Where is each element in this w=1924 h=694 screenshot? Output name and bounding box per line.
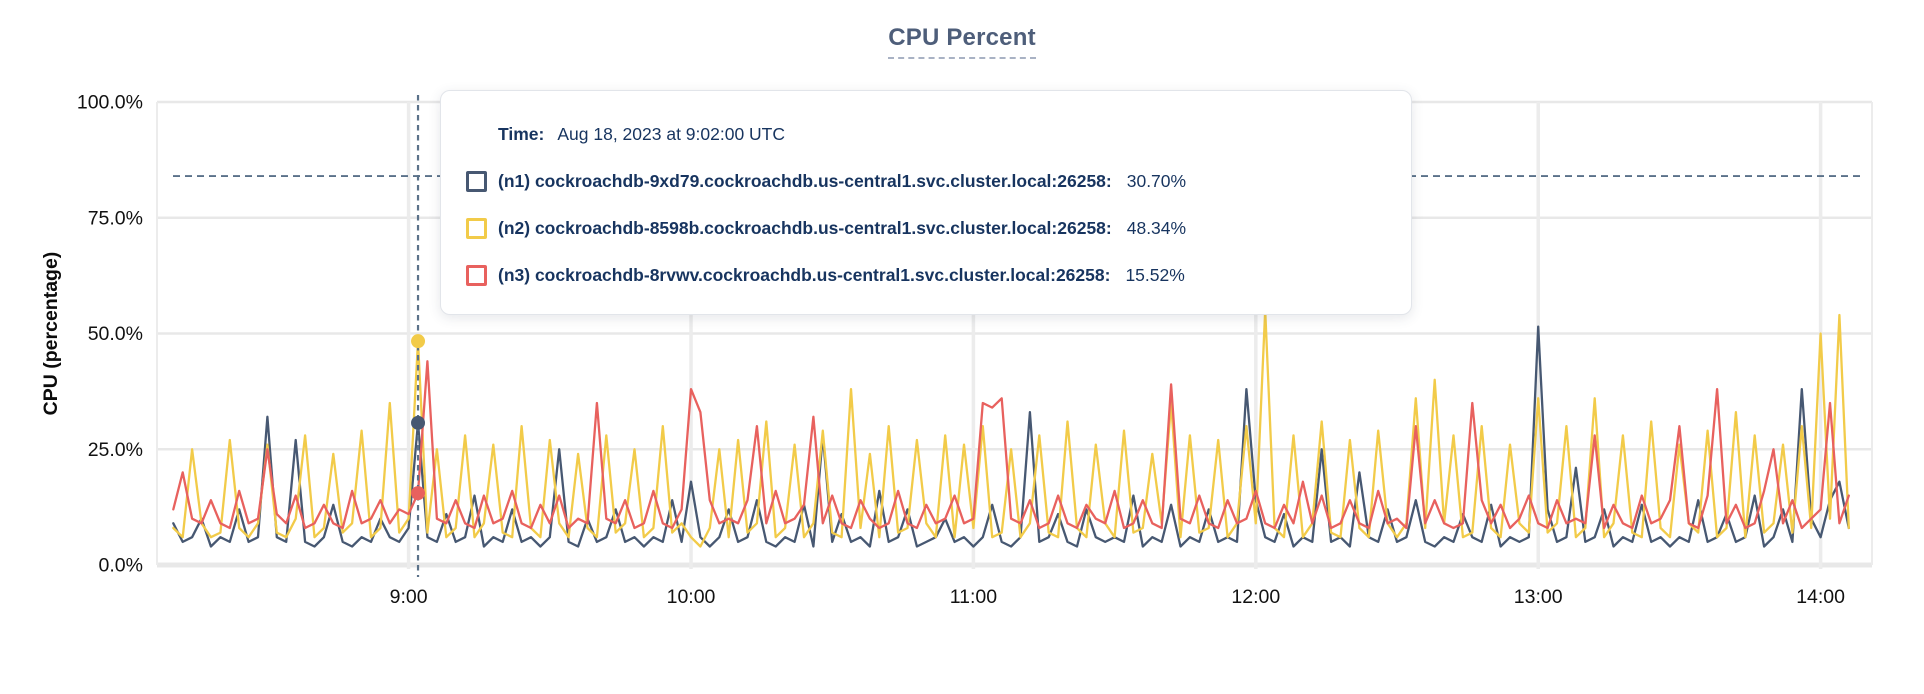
x-tick-label-14:00: 14:00 [1796, 586, 1845, 608]
y-tick-label-0: 0.0% [99, 555, 143, 577]
series-n3-name: (n3) cockroachdb-8rvwv.cockroachdb.us-ce… [498, 264, 1111, 285]
chart-title-wrap: CPU Percent [0, 24, 1924, 59]
tooltip-time-row: Time: Aug 18, 2023 at 9:02:00 UTC [466, 122, 1381, 146]
y-tick-label-100: 100.0% [77, 92, 143, 114]
x-tick-label-10:00: 10:00 [667, 586, 716, 608]
series-n1-swatch-icon [466, 170, 487, 192]
hover-dot-n1 [411, 415, 426, 430]
tooltip-time-value: Aug 18, 2023 at 9:02:00 UTC [557, 123, 786, 144]
hover-dot-n3 [411, 486, 426, 501]
series-n3-value: 15.52% [1125, 264, 1185, 285]
x-tick-label-12:00: 12:00 [1231, 586, 1280, 608]
series-n3-swatch-icon [466, 264, 487, 286]
series-n2-name: (n2) cockroachdb-8598b.cockroachdb.us-ce… [498, 217, 1112, 238]
series-line-n3[interactable] [172, 360, 1850, 530]
chart-title: CPU Percent [888, 24, 1036, 59]
y-axis-title: CPU (percentage) [40, 252, 62, 416]
series-line-n2[interactable] [172, 309, 1850, 548]
y-tick-label-75: 75.0% [88, 207, 143, 229]
series-n2-swatch-icon [466, 217, 487, 239]
tooltip-series-row-n2: (n2) cockroachdb-8598b.cockroachdb.us-ce… [466, 216, 1381, 240]
tooltip-time-label: Time: [498, 123, 545, 144]
tooltip-series-row-n3: (n3) cockroachdb-8rvwv.cockroachdb.us-ce… [466, 263, 1381, 287]
x-tick-label-9:00: 9:00 [390, 586, 428, 608]
series-n1-name: (n1) cockroachdb-9xd79.cockroachdb.us-ce… [498, 170, 1112, 191]
tooltip-series-row-n1: (n1) cockroachdb-9xd79.cockroachdb.us-ce… [466, 169, 1381, 193]
y-tick-label-25: 25.0% [88, 439, 143, 461]
hover-tooltip: Time: Aug 18, 2023 at 9:02:00 UTC (n1) c… [440, 90, 1412, 315]
hover-dot-n2 [411, 334, 426, 349]
x-tick-label-11:00: 11:00 [950, 586, 998, 608]
y-tick-label-50: 50.0% [88, 323, 143, 345]
series-n2-value: 48.34% [1126, 217, 1187, 238]
x-tick-label-13:00: 13:00 [1514, 586, 1563, 608]
series-n1-value: 30.70% [1126, 170, 1187, 191]
